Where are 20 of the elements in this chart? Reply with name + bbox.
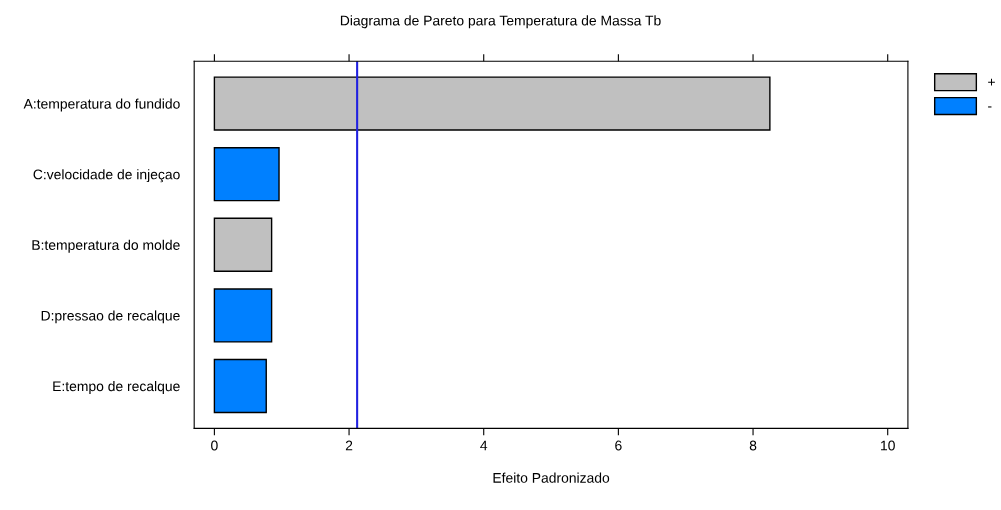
- chart-title: Diagrama de Pareto para Temperatura de Massa Tb: [340, 15, 661, 29]
- x-tick-label: 10: [881, 440, 895, 451]
- y-tick-label: A:temperatura do fundido: [23, 98, 180, 112]
- y-tick-label: C:velocidade de injeçao: [33, 169, 180, 183]
- legend-label: -: [988, 106, 992, 108]
- bar: [213, 358, 267, 414]
- x-tick-label: 6: [615, 440, 622, 451]
- bar: [213, 288, 273, 343]
- y-tick-label: D:pressao de recalque: [41, 310, 180, 324]
- bar: [213, 217, 273, 272]
- legend-label: +: [988, 78, 995, 86]
- x-tick-label: 2: [345, 440, 353, 451]
- bar: [213, 147, 280, 202]
- x-tick-label: 4: [480, 440, 488, 451]
- y-tick-label: B:temperatura do molde: [32, 239, 180, 253]
- y-tick-label: E:tempo de recalque: [53, 381, 180, 394]
- x-tick-label: 0: [211, 440, 218, 451]
- x-tick-label: 8: [749, 440, 757, 451]
- x-axis-title: Efeito Padronizado: [493, 472, 610, 483]
- bar: [213, 76, 771, 131]
